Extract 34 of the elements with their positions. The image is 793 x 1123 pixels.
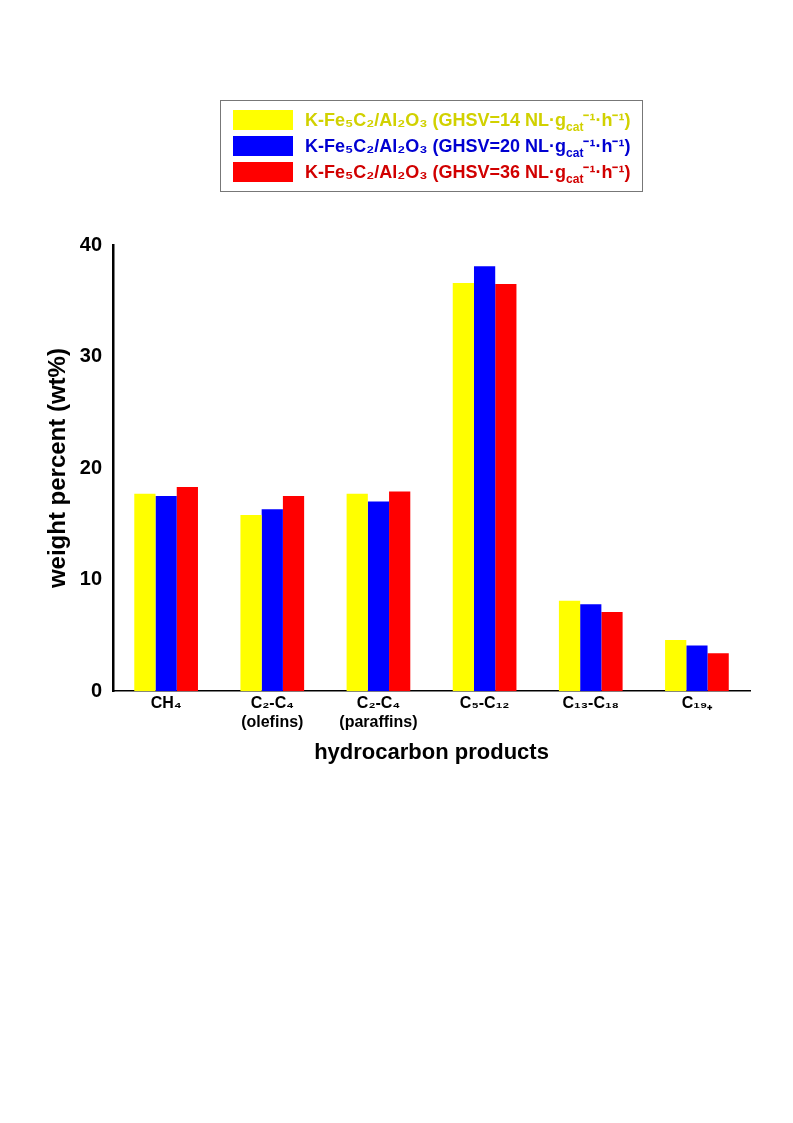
legend-label: K-Fe₅C₂/Al₂O₃ (GHSV=36 NL·g$_{cat}$⁻¹·h⁻¹) xyxy=(305,160,631,186)
bar xyxy=(346,493,368,692)
x-tick-label: C₅-C₁₂ xyxy=(459,694,510,712)
bar xyxy=(495,284,517,692)
x-tick-label: C₁₃-C₁₈ xyxy=(562,694,620,712)
bar xyxy=(176,487,198,692)
y-axis-title: weight percent (wt%) xyxy=(43,348,71,590)
bar xyxy=(134,493,156,692)
x-tick-label: CH₄ xyxy=(150,694,182,712)
y-tick-label: 0 xyxy=(90,678,103,701)
bar xyxy=(686,645,708,692)
bar xyxy=(601,612,623,692)
legend-label: K-Fe₅C₂/Al₂O₃ (GHSV=14 NL·g$_{cat}$⁻¹·h⁻¹) xyxy=(305,108,631,134)
x-axis-title: hydrocarbon products xyxy=(314,738,549,764)
bar xyxy=(452,282,474,692)
y-tick-label: 10 xyxy=(79,567,103,590)
bar xyxy=(261,509,283,692)
x-tick-label: C₂-C₄ (olefins) xyxy=(241,694,304,731)
bar xyxy=(665,639,687,692)
bar xyxy=(558,600,581,692)
y-tick-label: 40 xyxy=(79,232,103,255)
bar xyxy=(155,495,177,692)
bar xyxy=(367,501,390,692)
bar xyxy=(580,604,602,692)
y-tick-label: 20 xyxy=(79,455,103,478)
bar xyxy=(282,495,305,692)
legend-label: K-Fe₅C₂/Al₂O₃ (GHSV=20 NL·g$_{cat}$⁻¹·h⁻¹) xyxy=(305,134,631,160)
bar xyxy=(389,491,411,692)
x-tick-label: C₁₉₊ xyxy=(681,694,714,712)
bar xyxy=(240,514,262,692)
bar xyxy=(473,266,496,692)
x-tick-label: C₂-C₄ (paraffins) xyxy=(339,694,418,731)
bar xyxy=(707,653,729,692)
y-tick-label: 30 xyxy=(79,344,103,367)
